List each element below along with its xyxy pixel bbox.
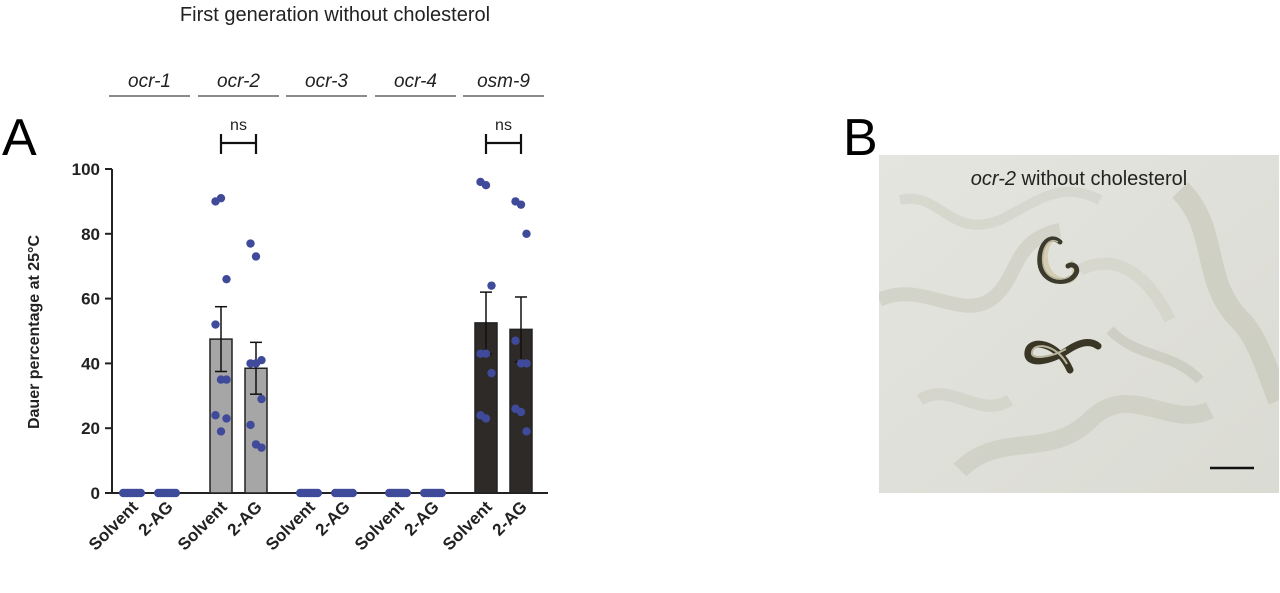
- data-point: [437, 488, 446, 498]
- data-point: [522, 359, 531, 368]
- data-point: [481, 414, 491, 423]
- category-label: Solvent: [174, 497, 231, 554]
- data-point: [246, 239, 255, 248]
- data-point: [251, 252, 261, 261]
- group-label: ocr-1: [128, 71, 171, 92]
- data-point: [522, 229, 531, 238]
- data-point: [246, 420, 255, 430]
- data-point: [481, 349, 491, 358]
- data-point: [211, 411, 220, 420]
- data-point: [136, 488, 145, 498]
- chart-marks: 020406080100Solvent2-AGSolvent2-AGSolven…: [72, 71, 548, 554]
- y-tick-label: 40: [81, 354, 100, 373]
- data-point: [487, 368, 496, 378]
- data-point: [516, 407, 526, 417]
- data-point: [516, 200, 526, 209]
- category-label: 2-AG: [401, 497, 443, 539]
- figure-title: First generation without cholesterol: [180, 4, 490, 26]
- significance-label: ns: [230, 117, 247, 134]
- data-point: [257, 443, 266, 452]
- agar-texture: [879, 182, 1279, 477]
- dauer-bar-chart: Dauer percentage at 25°C 0 20 40 60 80 100 Sol…: [26, 71, 548, 554]
- data-point: [251, 359, 261, 368]
- panel-letter-a: A: [2, 109, 37, 167]
- panel-letter-b: B: [843, 109, 878, 167]
- group-label: ocr-3: [305, 71, 348, 92]
- data-point: [348, 488, 357, 498]
- data-point: [171, 488, 180, 498]
- category-label: 2-AG: [489, 497, 531, 539]
- category-label: 2-AG: [135, 497, 177, 539]
- category-label: 2-AG: [224, 497, 266, 539]
- worm-1-highlight: [1041, 239, 1071, 280]
- y-tick-label: 80: [81, 225, 100, 244]
- category-label: 2-AG: [312, 497, 354, 539]
- data-point: [313, 488, 322, 498]
- category-label: Solvent: [85, 497, 142, 554]
- data-point: [257, 394, 266, 404]
- significance-label: ns: [495, 117, 512, 134]
- data-point: [216, 193, 226, 203]
- data-point: [222, 414, 231, 423]
- data-point: [511, 336, 520, 345]
- data-point: [216, 427, 226, 436]
- caption-condition: without cholesterol: [1016, 168, 1187, 190]
- data-point: [402, 488, 411, 498]
- worm-1: [1037, 236, 1080, 284]
- y-tick-label: 100: [72, 160, 100, 179]
- data-point: [487, 281, 496, 290]
- data-point: [481, 181, 491, 190]
- y-tick-label: 0: [91, 484, 100, 503]
- category-label: Solvent: [351, 497, 408, 554]
- data-point: [222, 274, 231, 284]
- category-label: Solvent: [262, 497, 319, 554]
- data-point: [522, 427, 531, 436]
- data-point: [222, 375, 231, 384]
- worm-2-highlight: [1030, 345, 1068, 365]
- y-tick-label: 20: [81, 419, 100, 438]
- y-tick-label: 60: [81, 290, 100, 309]
- group-label: ocr-4: [394, 71, 437, 92]
- data-point: [211, 320, 220, 329]
- worm-micrograph: ocr-2 without cholesterol: [879, 155, 1279, 493]
- group-label: osm-9: [477, 71, 530, 92]
- caption-strain: ocr-2: [971, 168, 1016, 190]
- group-label: ocr-2: [217, 71, 260, 92]
- micrograph-caption: ocr-2 without cholesterol: [971, 168, 1187, 190]
- y-axis-label: Dauer percentage at 25°C: [26, 235, 43, 429]
- category-label: Solvent: [439, 497, 496, 554]
